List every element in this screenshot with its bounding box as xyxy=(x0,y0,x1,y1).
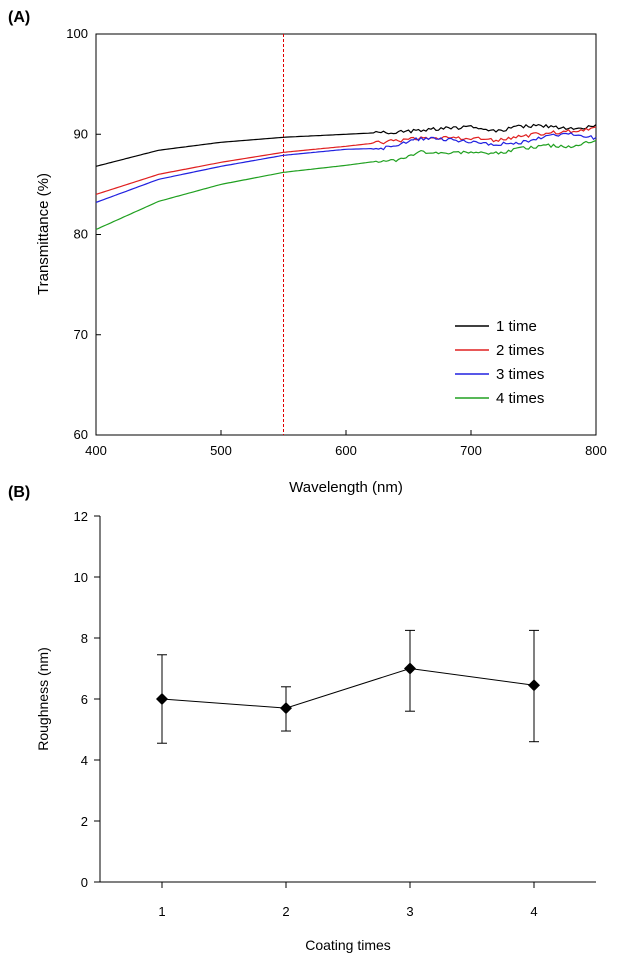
chart-b-x-ticks: 1 2 3 4 xyxy=(158,882,538,919)
chart-b-y-tick-label: 2 xyxy=(81,814,88,829)
chart-a-legend-label: 1 time xyxy=(496,318,537,335)
chart-b-y-ticks: 0 2 4 6 8 10 12 xyxy=(74,509,100,890)
chart-b-data-point xyxy=(528,679,540,692)
chart-b-y-tick-label: 12 xyxy=(74,509,88,524)
chart-a-series-layer xyxy=(95,123,597,231)
chart-a-y-ticks: 60 70 80 90 100 xyxy=(66,26,101,442)
chart-a-y-tick-label: 60 xyxy=(74,427,88,442)
chart-a-x-ticks: 400 500 600 700 800 xyxy=(85,430,607,458)
chart-a-y-tick-label: 90 xyxy=(74,126,88,141)
chart-b-x-tick-label: 4 xyxy=(530,904,537,919)
chart-a-y-tick-label: 80 xyxy=(74,227,88,242)
chart-b-x-axis-title: Coating times xyxy=(305,937,391,953)
chart-a-x-tick-label: 800 xyxy=(585,443,607,458)
chart-a-y-tick-label: 100 xyxy=(66,26,88,41)
chart-a-x-tick-label: 400 xyxy=(85,443,107,458)
chart-b-y-tick-label: 0 xyxy=(81,875,88,890)
chart-b-y-tick-label: 10 xyxy=(74,570,88,585)
chart-a-x-tick-label: 700 xyxy=(460,443,482,458)
chart-a-x-axis-title: Wavelength (nm) xyxy=(289,479,403,496)
chart-b-x-tick-label: 2 xyxy=(282,904,289,919)
chart-b-data-point xyxy=(404,662,416,675)
chart-a-series-line-3 xyxy=(95,132,597,203)
chart-b-y-tick-label: 4 xyxy=(81,753,88,768)
panel-label-b: (B) xyxy=(8,484,30,501)
chart-b-axes xyxy=(99,516,596,883)
chart-b-x-tick-label: 3 xyxy=(406,904,413,919)
chart-b-series-line xyxy=(161,667,535,709)
chart-a-series-line-1 xyxy=(95,123,597,167)
chart-a-y-axis-title: Transmittance (%) xyxy=(35,173,52,295)
chart-b-y-tick-label: 6 xyxy=(81,692,88,707)
chart-b-x-tick-label: 1 xyxy=(158,904,165,919)
chart-a-series-line-4 xyxy=(95,139,597,231)
chart-a-legend-label: 4 times xyxy=(496,390,544,407)
chart-a-x-tick-label: 500 xyxy=(210,443,232,458)
chart-a-x-tick-label: 600 xyxy=(335,443,357,458)
chart-b-data-point xyxy=(156,693,168,705)
chart-a-legend-label: 2 times xyxy=(496,342,544,359)
chart-b-y-axis-title: Roughness (nm) xyxy=(35,647,51,751)
chart-a-series-line-2 xyxy=(95,126,597,195)
chart-b-y-tick-label: 8 xyxy=(81,631,88,646)
chart-a-legend: 1 time 2 times 3 times 4 times xyxy=(455,318,544,407)
chart-a-legend-label: 3 times xyxy=(496,366,544,383)
chart-b-data-point xyxy=(280,702,292,715)
panel-label-a: (A) xyxy=(8,9,30,26)
chart-a: (A) 400 500 600 700 800 60 70 80 90 100 1 time 2 … xyxy=(8,9,607,496)
chart-b-series-layer xyxy=(156,629,540,744)
chart-a-y-tick-label: 70 xyxy=(74,327,88,342)
